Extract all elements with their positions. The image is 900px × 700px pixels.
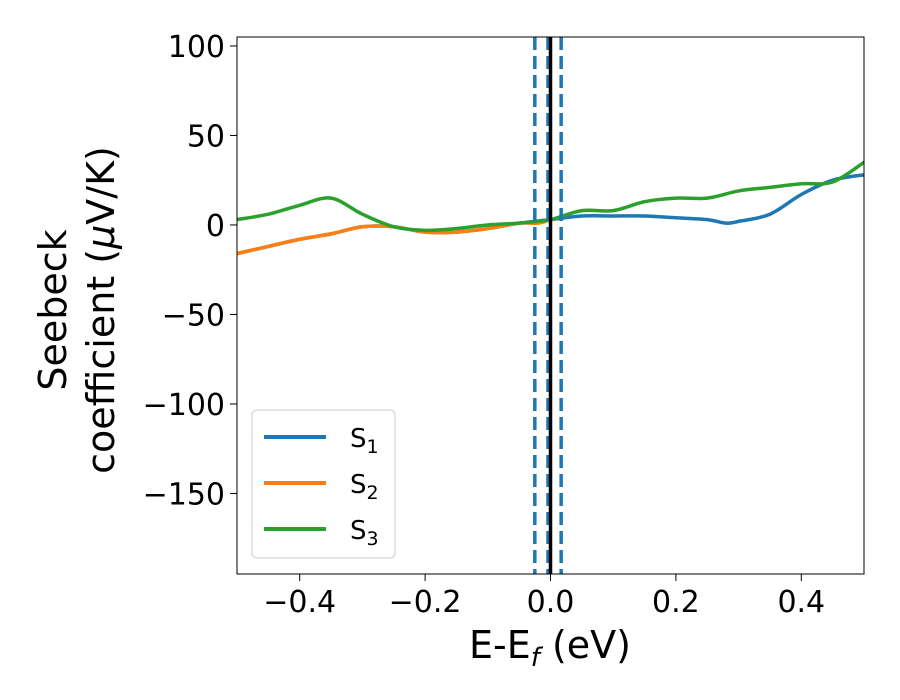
marker-lines <box>533 37 563 574</box>
legend-label-s2: S2 <box>350 470 379 504</box>
x-axis-title: E-Ef (eV) <box>469 623 631 673</box>
x-tick-label: 0.0 <box>527 585 575 620</box>
y-axis-title-text: coefficient ( <box>79 249 123 474</box>
y-axis-ticks: 100 50 0 −50 −100 −150 <box>143 30 237 512</box>
y-tick-label: −100 <box>143 388 225 423</box>
legend-label-s3: S3 <box>350 516 379 550</box>
y-tick-label: 50 <box>187 119 225 154</box>
y-axis-title-line1: Seebeck <box>31 229 75 390</box>
x-axis-title-unit: (eV) <box>540 623 631 667</box>
x-tick-label: −0.2 <box>389 585 462 620</box>
y-tick-label: −150 <box>143 477 225 512</box>
x-axis-ticks: −0.4 −0.2 0.0 0.2 0.4 <box>263 574 825 620</box>
x-tick-label: 0.2 <box>652 585 700 620</box>
y-tick-label: 100 <box>168 30 225 65</box>
y-axis-title-line2: coefficient (μV/K) <box>79 146 123 474</box>
y-axis-title-mu: μ <box>79 225 123 250</box>
y-tick-label: −50 <box>162 298 225 333</box>
y-tick-label: 0 <box>206 209 225 244</box>
x-tick-label: −0.4 <box>263 585 336 620</box>
y-axis-title-unit: V/K) <box>79 146 123 225</box>
x-axis-title-main: E-E <box>469 623 531 667</box>
y-axis-title: Seebeck coefficient (μV/K) <box>31 146 123 474</box>
legend: S1 S2 S3 <box>251 409 396 559</box>
legend-label-s1: S1 <box>350 424 379 458</box>
x-tick-label: 0.4 <box>777 585 825 620</box>
